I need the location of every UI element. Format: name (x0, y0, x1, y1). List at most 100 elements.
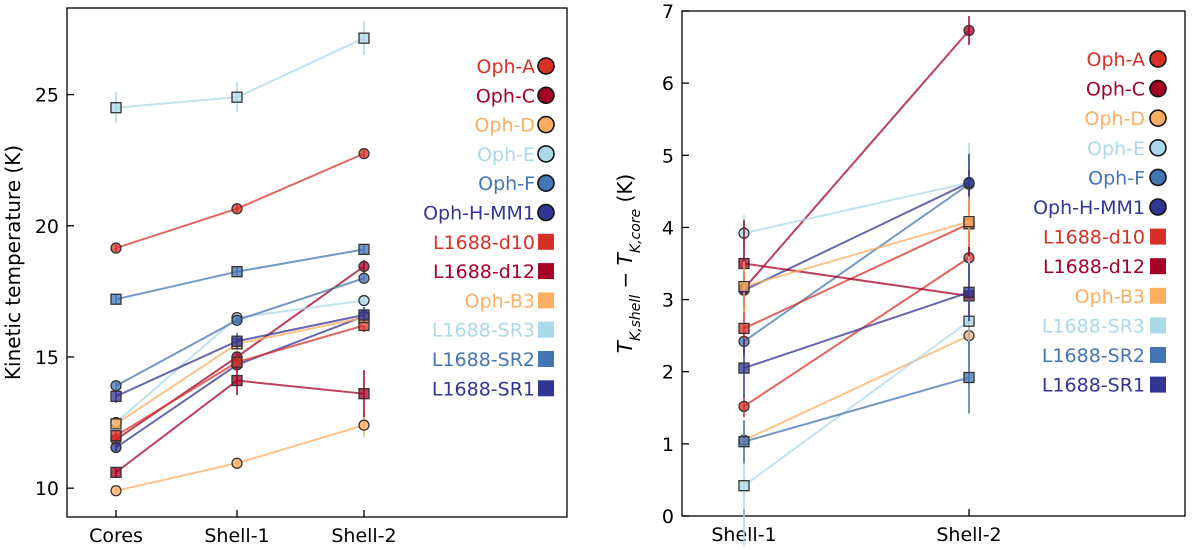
y-tick-label-1: 1 (662, 434, 674, 456)
series-line-oph-f (115, 277, 365, 387)
legend-marker-oph-b3 (1150, 287, 1166, 304)
point-oph-c-shell-2 (358, 260, 370, 273)
legend-label-oph-f: Oph-F (478, 173, 535, 195)
point-oph-f-cores (110, 380, 122, 392)
series-oph-d (738, 303, 975, 452)
legend-marker-l1688-sr2 (1150, 347, 1166, 363)
point-oph-e-shell-2 (358, 294, 370, 307)
legend-marker-oph-a (537, 57, 555, 75)
series-l1688-sr2 (738, 341, 975, 464)
legend-label-oph-b3: Oph-B3 (1075, 286, 1145, 308)
legend-label-oph-e: Oph-E (477, 144, 535, 166)
legend-label-l1688-sr2: L1688-SR2 (1042, 345, 1145, 367)
legend-marker-l1688-d10 (538, 233, 554, 250)
legend-marker-oph-c (1149, 79, 1167, 98)
y-tick-label-5: 5 (662, 145, 674, 167)
point-oph-a-shell-2 (358, 147, 370, 160)
legend-marker-oph-f (537, 174, 555, 192)
point-l1688-sr2-shell-2 (963, 371, 975, 384)
series-line-oph-e (743, 181, 970, 235)
point-l1688-d10-cores (110, 430, 122, 442)
series-l1688-sr2 (110, 243, 370, 305)
y-tick-label-15: 15 (35, 347, 59, 369)
series-line-l1688-sr1 (743, 291, 970, 370)
legend-marker-oph-h-mm1 (1149, 198, 1167, 216)
point-oph-f-shell-1 (231, 314, 243, 326)
legend-marker-l1688-d12 (1150, 258, 1166, 275)
legend-label-oph-d: Oph-D (474, 115, 535, 137)
series-oph-f (110, 272, 370, 392)
x-tick-label-shell-2: Shell-2 (331, 525, 396, 546)
point-l1688-sr2-cores (110, 293, 122, 305)
legend-label-l1688-d12: L1688-d12 (1043, 256, 1145, 278)
legend-label-l1688-sr2: L1688-SR2 (432, 349, 535, 371)
legend-label-l1688-d10: L1688-d10 (433, 232, 535, 254)
point-oph-a-cores (110, 242, 122, 254)
series-l1688-sr1 (738, 263, 975, 397)
legend-marker-oph-d (537, 115, 555, 134)
series-oph-c (110, 259, 370, 446)
y-axis-label-1: Kinetic temperature (K) (1, 145, 25, 380)
point-oph-h-mm1-cores (110, 441, 122, 454)
series-oph-c (738, 16, 975, 304)
legend-label-l1688-sr3: L1688-SR3 (1042, 315, 1145, 337)
series-line-oph-c (743, 29, 970, 290)
legend-label-oph-d: Oph-D (1084, 108, 1145, 130)
series-l1688-sr1 (110, 307, 370, 403)
point-l1688-sr2-shell-1 (738, 436, 750, 448)
series-line-oph-f (743, 183, 970, 343)
series-l1688-sr3 (110, 21, 370, 124)
y-axis-label-2: TK,shell − TK,core (K) (613, 174, 644, 353)
axes-frame-1 (66, 7, 568, 518)
series-line-l1688-sr3 (743, 320, 970, 487)
point-l1688-d12-shell-1 (231, 374, 243, 387)
series-line-oph-b3 (743, 220, 970, 288)
series-line-oph-d (743, 334, 970, 442)
point-oph-b3-cores (110, 418, 122, 430)
y-tick-label-2: 2 (662, 362, 674, 384)
legend-label-oph-f: Oph-F (1088, 167, 1145, 189)
series-oph-b3 (738, 196, 975, 312)
point-l1688-sr2-shell-1 (231, 266, 243, 278)
point-l1688-sr3-shell-1 (231, 91, 243, 103)
point-oph-f-shell-2 (358, 272, 370, 284)
series-line-oph-b3 (115, 316, 365, 425)
legend-label-l1688-sr1: L1688-SR1 (432, 378, 535, 400)
series-line-oph-a (115, 152, 365, 250)
y-tick-label-20: 20 (35, 216, 59, 238)
legend-label-oph-b3: Oph-B3 (465, 290, 535, 312)
legend-marker-l1688-sr3 (538, 321, 554, 338)
point-l1688-sr3-shell-1 (738, 480, 750, 492)
series-line-l1688-d10 (743, 222, 970, 330)
legend-marker-oph-a (1149, 50, 1167, 68)
series-line-l1688-d12 (743, 262, 970, 297)
legend-label-l1688-d12: L1688-d12 (433, 261, 535, 283)
x-tick-label-cores: Cores (89, 525, 143, 546)
y-tick-label-3: 3 (662, 290, 674, 312)
legend-label-l1688-d10: L1688-d10 (1043, 227, 1145, 249)
legend-label-l1688-sr1: L1688-SR1 (1042, 375, 1145, 397)
point-l1688-d12-shell-2 (358, 388, 370, 400)
series-line-l1688-sr2 (743, 376, 970, 443)
point-oph-c-shell-2 (963, 24, 975, 37)
legend-marker-l1688-sr1 (1150, 376, 1166, 393)
legend-2: Oph-A Oph-C Oph-D Oph-E Oph-F Oph-H-MM1 L1688-… (1033, 49, 1167, 397)
legend-label-oph-a: Oph-A (477, 56, 536, 78)
point-l1688-d12-cores (110, 466, 122, 479)
legend-label-oph-h-mm1: Oph-H-MM1 (1033, 197, 1145, 219)
legend-marker-l1688-sr1 (538, 380, 554, 397)
point-l1688-sr3-shell-2 (358, 32, 370, 44)
series-line-oph-d (115, 424, 365, 492)
legend-marker-l1688-d10 (1150, 228, 1166, 245)
point-oph-h-mm1-shell-2 (963, 177, 975, 189)
y-tick-label-25: 25 (35, 85, 59, 107)
legend-label-oph-h-mm1: Oph-H-MM1 (423, 203, 535, 225)
series-l1688-sr3 (738, 256, 975, 550)
y-tick-label-0: 0 (662, 506, 674, 528)
series-l1688-d12 (738, 220, 975, 361)
series-line-oph-h-mm1 (743, 181, 970, 292)
y-tick-label-4: 4 (662, 217, 674, 239)
series-line-oph-a (743, 256, 970, 408)
point-l1688-sr1-shell-1 (738, 362, 750, 374)
